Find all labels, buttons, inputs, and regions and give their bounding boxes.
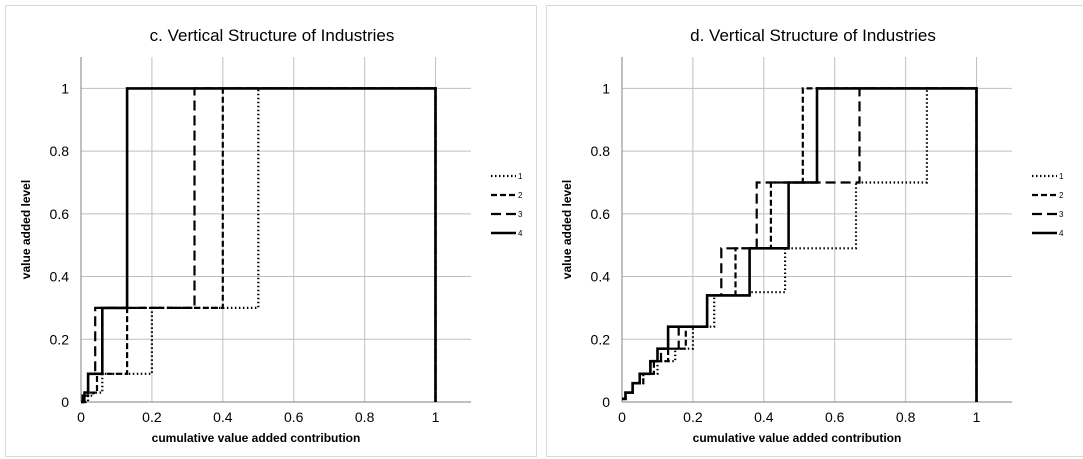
legend-label: 1 (518, 172, 523, 181)
chart-panel-d: d. Vertical Structure of Industries 0 0.2 0… (546, 5, 1083, 457)
series-line-4 (81, 87, 437, 404)
legend-label: 2 (518, 191, 523, 200)
legend-label: 2 (1059, 191, 1064, 200)
x-tick-label: 0.8 (355, 409, 375, 425)
chart-c: c. Vertical Structure of Industries 0 0.2 0… (19, 26, 523, 445)
chart-title: d. Vertical Structure of Industries (690, 26, 936, 45)
series-line-1 (81, 87, 437, 404)
legend-label: 1 (1059, 172, 1064, 181)
series-line-3 (81, 87, 437, 404)
series-line-2 (81, 87, 437, 404)
x-tick-label: 0.8 (896, 409, 916, 425)
y-tick-label: 1 (61, 80, 69, 96)
y-tick-label: 0.8 (591, 143, 611, 159)
legend-label: 3 (518, 210, 523, 219)
y-tick-label: 0.4 (591, 269, 611, 285)
x-axis-label: cumulative value added contribution (152, 431, 361, 445)
x-tick-label: 0 (618, 409, 626, 425)
legend-label: 4 (518, 229, 523, 238)
y-axis-label: value added level (19, 180, 33, 279)
y-axis-label: value added level (560, 180, 574, 279)
x-tick-label: 0.6 (825, 409, 845, 425)
chart-panel-c: c. Vertical Structure of Industries 0 0.2 0… (5, 5, 537, 457)
y-tick-label: 0.6 (50, 206, 70, 222)
legend-label: 4 (1059, 229, 1064, 238)
y-tick-label: 0.6 (591, 206, 611, 222)
y-tick-label: 0 (602, 394, 610, 410)
x-tick-label: 1 (432, 409, 440, 425)
x-tick-label: 0.4 (754, 409, 774, 425)
y-tick-label: 1 (602, 80, 610, 96)
x-tick-label: 1 (973, 409, 981, 425)
legend-label: 3 (1059, 210, 1064, 219)
x-tick-label: 0.2 (142, 409, 162, 425)
x-tick-label: 0 (77, 409, 85, 425)
chart-title: c. Vertical Structure of Industries (150, 26, 395, 45)
series-line-4 (622, 87, 978, 402)
y-tick-label: 0.8 (50, 143, 70, 159)
x-tick-label: 0.4 (213, 409, 233, 425)
x-tick-label: 0.6 (284, 409, 304, 425)
y-tick-label: 0.2 (591, 331, 611, 347)
y-tick-label: 0 (61, 394, 69, 410)
chart-d: d. Vertical Structure of Industries 0 0.2 0… (560, 26, 1064, 445)
x-axis-label: cumulative value added contribution (693, 431, 902, 445)
x-tick-label: 0.2 (683, 409, 703, 425)
y-tick-label: 0.2 (50, 331, 70, 347)
series-line-1 (622, 87, 978, 402)
y-tick-label: 0.4 (50, 269, 70, 285)
